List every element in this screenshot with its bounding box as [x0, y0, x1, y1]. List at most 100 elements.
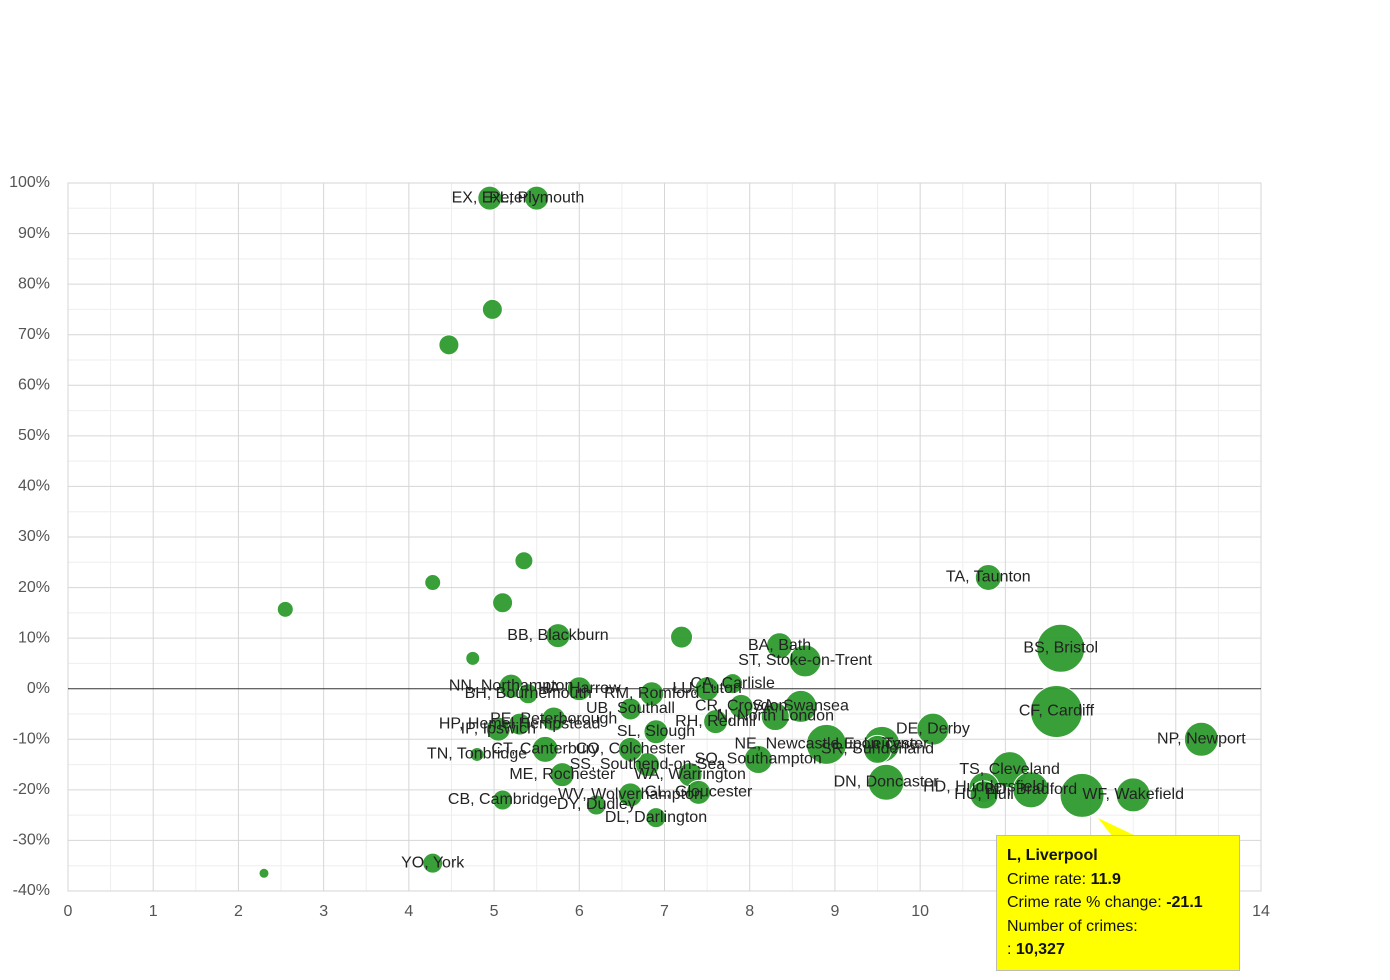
tooltip-row: Crime rate: 11.9 — [1007, 868, 1229, 892]
bubble — [670, 625, 694, 649]
bubble-label: SR, Sunderland — [821, 741, 934, 758]
bubble — [1012, 771, 1050, 809]
bubble-label: NE, Newcastle upon Tyne — [735, 736, 919, 753]
bubble-label: DE, Derby — [896, 720, 970, 737]
tooltip-value: 10,327 — [1015, 941, 1065, 958]
bubble — [634, 752, 660, 778]
tooltip-value: 11.9 — [1090, 870, 1121, 888]
y-tick-label: 0% — [27, 680, 50, 697]
bubble-label: SA, Swansea — [753, 698, 849, 715]
x-tick-label: 5 — [490, 903, 499, 920]
bubble-label: RH, Redhill — [675, 713, 756, 730]
y-tick-label: 40% — [18, 478, 50, 495]
x-tick-label: 8 — [745, 903, 754, 920]
x-tick-label: 2 — [234, 903, 243, 920]
bubble — [639, 681, 665, 707]
tooltip-separator: : — [1007, 941, 1012, 958]
bubble — [694, 676, 720, 702]
y-tick-label: 100% — [9, 174, 50, 191]
bubble-label: CR, Croydon — [695, 698, 787, 715]
bubble — [743, 745, 773, 775]
bubble — [492, 789, 514, 811]
bubble-label: WV, Wolverhampton — [558, 786, 703, 803]
x-tick-label: 4 — [404, 903, 413, 920]
x-tick-label: 0 — [64, 903, 73, 920]
bubble — [969, 780, 999, 810]
bubble — [438, 334, 460, 356]
bubble-label: EX, Exeter — [452, 189, 529, 206]
bubble — [788, 644, 822, 678]
bubble-label: ST, Stoke-on-Trent — [738, 652, 872, 669]
bubble — [617, 782, 643, 808]
tooltip-label: Crime rate: — [1007, 870, 1087, 888]
y-tick-label: 10% — [18, 629, 50, 646]
bubble — [524, 185, 550, 211]
bubble — [1183, 721, 1219, 757]
tooltip-row: : 10,327 — [1007, 938, 1229, 962]
bubble — [863, 734, 893, 764]
bubble-label: PL, Plymouth — [489, 189, 584, 206]
bubble-label: WF, Wakefield — [1082, 786, 1184, 803]
bubble — [258, 867, 270, 879]
bubble-label: DY, Dudley — [557, 796, 636, 813]
bubble — [465, 650, 481, 666]
bubble-label: NP, Newport — [1157, 731, 1246, 748]
bubble-label: HU, Hull — [954, 786, 1014, 803]
bubble-label: RM, Romford — [604, 685, 699, 702]
bubble — [508, 712, 532, 736]
bubble-label: NN, Northampton — [449, 677, 574, 694]
tooltip-label: Crime rate % change: — [1007, 894, 1162, 911]
bubble — [1059, 772, 1105, 818]
bubble-label: HD, Huddersfield — [923, 779, 1045, 796]
bubble-label: DL, Darlington — [605, 809, 707, 826]
bubble-label: UB, Southall — [586, 700, 675, 717]
bubble-label: TA, Taunton — [946, 569, 1031, 586]
bubble — [545, 623, 571, 649]
bubble-label: HP, Hemel Hempstead — [439, 715, 601, 732]
bubble-label: LE, Leicester — [835, 736, 929, 753]
bubble — [541, 706, 567, 732]
bubble-label: ME, Rochester — [509, 766, 615, 783]
bubble — [722, 673, 744, 695]
bubble-label: DN, Doncaster — [834, 773, 940, 790]
y-tick-label: 60% — [18, 377, 50, 394]
x-tick-label: 10 — [911, 903, 929, 920]
bubble — [617, 736, 643, 762]
bubble-label: CO, Colchester — [576, 741, 686, 758]
bubble-label: SS, Southend-on-Sea — [570, 756, 726, 773]
bubble — [531, 735, 559, 763]
bubble — [867, 763, 905, 801]
bubble — [566, 676, 592, 702]
bubble-label: YO, York — [401, 854, 465, 871]
x-tick-label: 3 — [319, 903, 328, 920]
bubble — [618, 697, 642, 721]
bubble-label: WA, Warrington — [634, 766, 746, 783]
y-tick-label: 20% — [18, 579, 50, 596]
bubble-label: BD, Bradford — [985, 781, 1077, 798]
bubble-label: PE, Peterborough — [490, 710, 617, 727]
bubble-label: BS, Bristol — [1023, 639, 1098, 656]
bubble — [805, 723, 847, 765]
tooltip-pointer — [1098, 818, 1136, 836]
y-tick-label: -10% — [13, 731, 50, 748]
tooltip-value: -21.1 — [1166, 894, 1203, 911]
bubble-label: BA, Bath — [748, 637, 811, 654]
y-tick-label: -30% — [13, 832, 50, 849]
bubble — [686, 779, 712, 805]
bubble-label: CA, Carlisle — [690, 675, 775, 692]
bubble — [276, 600, 294, 618]
y-tick-label: 80% — [18, 275, 50, 292]
bubble — [766, 632, 794, 660]
bubble — [974, 563, 1002, 591]
bubble-label: CF, Cardiff — [1019, 703, 1095, 720]
bubble-label: TS, Cleveland — [959, 761, 1060, 778]
bubble — [645, 807, 667, 829]
bubble-label: GL, Gloucester — [645, 784, 753, 801]
bubble — [1036, 623, 1086, 673]
bubble — [481, 298, 503, 320]
bubble-label: BH, Bournemouth — [465, 685, 592, 702]
bubble — [469, 746, 485, 762]
bubble — [477, 185, 503, 211]
